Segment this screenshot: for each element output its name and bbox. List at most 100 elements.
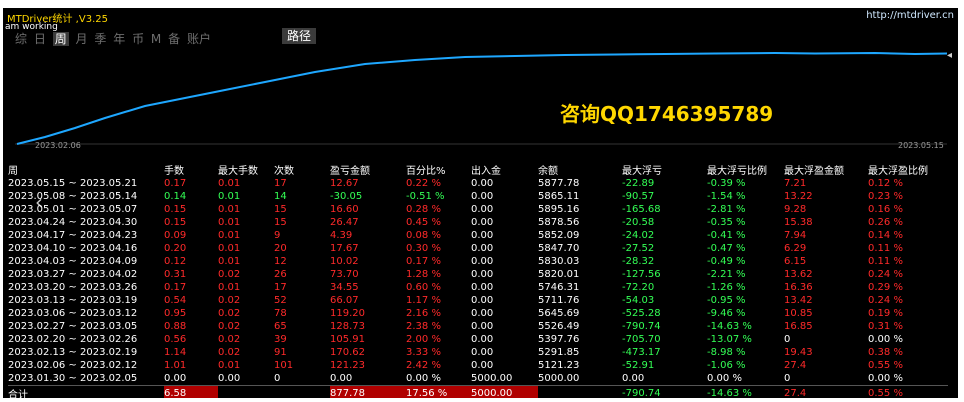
table-cell: 128.73 — [330, 321, 365, 332]
table-cell: 0.12 % — [868, 178, 903, 189]
table-cell: 1.14 — [164, 347, 187, 358]
table-row[interactable]: 2023.01.30 ~ 2023.02.05 0.00 0.00 0 0.00 0.00… — [8, 372, 948, 386]
table-cell: 9 — [274, 230, 281, 241]
table-cell: 52 — [274, 295, 287, 306]
table-cell: 78 — [274, 308, 287, 319]
table-cell: 5830.03 — [538, 256, 580, 267]
scroll-left-icon[interactable]: ‹ — [35, 190, 43, 214]
tab-month[interactable]: 月 — [75, 32, 88, 46]
table-cell: -27.52 — [622, 243, 655, 254]
table-cell: 0.00 — [471, 256, 494, 267]
table-row[interactable]: 2023.03.13 ~ 2023.03.19 0.54 0.02 52 66.07 1.… — [8, 294, 948, 307]
tab-summary[interactable]: 综 — [15, 32, 28, 46]
table-cell: -0.35 % — [707, 217, 746, 228]
tab-note[interactable]: 备 — [168, 32, 181, 46]
total-cell — [274, 385, 330, 398]
table-cell: 2023.04.10 ~ 2023.04.16 — [8, 243, 138, 254]
table-cell: 0.00 % — [707, 373, 742, 384]
tab-m[interactable]: M — [150, 32, 162, 46]
table-cell: 101 — [274, 360, 294, 371]
table-cell: 15 — [274, 217, 287, 228]
table-cell: -22.89 — [622, 178, 655, 189]
tab-year[interactable]: 年 — [113, 32, 126, 46]
total-cell: 合计 — [8, 385, 164, 398]
table-cell: 0.11 % — [868, 243, 903, 254]
table-cell: 0.17 — [164, 178, 187, 189]
total-cell: 0.55 % — [868, 385, 948, 398]
table-cell: 2023.03.06 ~ 2023.03.12 — [8, 308, 138, 319]
table-cell: 26.47 — [330, 217, 359, 228]
table-total-row: 合计 6.58 877.78 17.56 % 5000.00 -790.74 -14.63 … — [8, 385, 948, 398]
tab-week[interactable]: 周 — [52, 32, 69, 46]
tab-quarter[interactable]: 季 — [94, 32, 107, 46]
table-cell: 12 — [274, 256, 287, 267]
table-row[interactable]: 2023.02.06 ~ 2023.02.12 1.01 0.01 101 121.23… — [8, 359, 948, 372]
equity-line — [16, 51, 948, 145]
route-button[interactable]: 路径 — [282, 28, 316, 44]
table-row[interactable]: 2023.03.06 ~ 2023.03.12 0.95 0.02 78 119.20 2… — [8, 307, 948, 320]
table-row[interactable]: 2023.04.03 ~ 2023.04.09 0.12 0.01 12 10.02 0.… — [8, 255, 948, 268]
table-cell: 105.91 — [330, 334, 365, 345]
table-row[interactable]: 2023.05.08 ~ 2023.05.14 0.14 0.01 14 -30.05 -… — [8, 190, 948, 203]
total-cell: 5000.00 — [471, 385, 538, 398]
table-cell: 27.4 — [784, 360, 807, 371]
table-cell: 5291.85 — [538, 347, 580, 358]
table-cell: 17 — [274, 282, 287, 293]
table-cell: 2023.03.13 ~ 2023.03.19 — [8, 295, 138, 306]
table-cell: 0 — [784, 373, 791, 384]
table-cell: 5000.00 — [538, 373, 580, 384]
table-row[interactable]: 2023.04.17 ~ 2023.04.23 0.09 0.01 9 4.39 0.08… — [8, 229, 948, 242]
table-cell: 5397.76 — [538, 334, 580, 345]
table-cell: 0.17 % — [406, 256, 441, 267]
table-cell: -0.49 % — [707, 256, 746, 267]
table-cell: 26 — [274, 269, 287, 280]
table-cell: 0.45 % — [406, 217, 441, 228]
table-cell: -0.51 % — [406, 191, 445, 202]
tab-currency[interactable]: 币 — [132, 32, 145, 46]
table-row[interactable]: 2023.05.01 ~ 2023.05.07 0.15 0.01 15 16.60 0.… — [8, 203, 948, 216]
table-cell: 10.85 — [784, 308, 813, 319]
table-cell: 0.09 — [164, 230, 187, 241]
table-cell: -1.06 % — [707, 360, 746, 371]
table-header-row: 周 手数 最大手数 次数 盈亏金额 百分比% 出入金 余额 最大浮亏 最大浮亏比… — [8, 162, 948, 177]
col-week: 周 — [8, 166, 18, 177]
table-cell: 0.23 % — [868, 191, 903, 202]
table-cell: 5820.01 — [538, 269, 580, 280]
table-row[interactable]: 2023.02.13 ~ 2023.02.19 1.14 0.02 91 170.62 3… — [8, 346, 948, 359]
table-row[interactable]: 2023.05.15 ~ 2023.05.21 0.17 0.01 17 12.67 0.… — [8, 177, 948, 190]
table-row[interactable]: 2023.04.24 ~ 2023.04.30 0.15 0.01 15 26.47 0.… — [8, 216, 948, 229]
table-cell: -24.02 — [622, 230, 655, 241]
table-cell: 13.42 — [784, 295, 813, 306]
table-cell: 2.00 % — [406, 334, 441, 345]
table-cell: 34.55 — [330, 282, 359, 293]
app-url-link[interactable]: http://mtdriver.cn — [866, 10, 954, 21]
table-cell: 0.19 % — [868, 308, 903, 319]
table-cell: 13.62 — [784, 269, 813, 280]
tab-day[interactable]: 日 — [33, 32, 46, 46]
table-cell: -0.41 % — [707, 230, 746, 241]
tab-account[interactable]: 账户 — [186, 32, 211, 46]
table-row[interactable]: 2023.03.27 ~ 2023.04.02 0.31 0.02 26 73.70 1.… — [8, 268, 948, 281]
table-cell: 6.29 — [784, 243, 807, 254]
table-cell: 0.00 — [471, 334, 494, 345]
ad-text: 咨询QQ1746395789 — [560, 102, 774, 126]
table-cell: 5711.76 — [538, 295, 580, 306]
scroll-right-icon[interactable]: ◂ — [946, 50, 952, 61]
table-row[interactable]: 2023.02.20 ~ 2023.02.26 0.56 0.02 39 105.91 2… — [8, 333, 948, 346]
table-cell: 0.02 — [218, 347, 241, 358]
table-cell: 39 — [274, 334, 287, 345]
col-max-float-loss-pct: 最大浮亏比例 — [707, 166, 767, 177]
table-cell: 2023.02.27 ~ 2023.03.05 — [8, 321, 138, 332]
table-cell: 0.24 % — [868, 269, 903, 280]
table-row[interactable]: 2023.02.27 ~ 2023.03.05 0.88 0.02 65 128.73 2… — [8, 320, 948, 333]
table-cell: 0.15 — [164, 204, 187, 215]
table-cell: 0.00 — [330, 373, 353, 384]
table-cell: 0.01 — [218, 360, 241, 371]
table-row[interactable]: 2023.03.20 ~ 2023.03.26 0.17 0.01 17 34.55 0.… — [8, 281, 948, 294]
table-cell: 0.02 — [218, 308, 241, 319]
table-cell: 10.02 — [330, 256, 359, 267]
table-cell: 0.16 % — [868, 204, 903, 215]
table-cell: 5121.23 — [538, 360, 580, 371]
table-row[interactable]: 2023.04.10 ~ 2023.04.16 0.20 0.01 20 17.67 0.… — [8, 242, 948, 255]
